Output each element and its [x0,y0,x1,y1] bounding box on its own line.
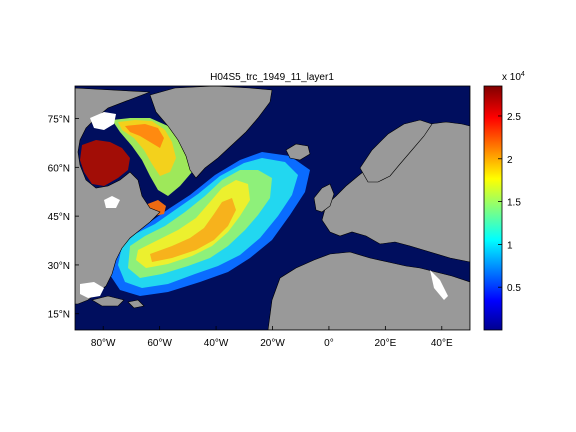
x-tick-label: 80°W [91,338,116,349]
colorbar-multiplier: x 104 [502,71,525,83]
land-africa [267,251,470,330]
colorbar: x 104 0.5 1 1.5 2 2.5 [483,71,525,331]
y-tick-label: 45°N [48,212,70,223]
tracer-band-yellow [136,180,250,268]
colorbar-tick-label: 0.5 [507,283,521,294]
tracer-band-orange [150,198,236,262]
x-tick-label: 60°W [147,338,172,349]
y-tick-label: 60°N [48,163,70,174]
colorbar-tick-label: 2 [507,155,513,166]
tracer-hudson-max [80,140,130,186]
colorbar-ticks: 0.5 1 1.5 2 2.5 [498,112,521,294]
land-hispaniola [127,299,145,309]
land-scandinavia [359,119,433,183]
y-tick-label: 30°N [48,261,70,272]
x-tick-label: 0° [324,338,334,349]
missing-great-lakes [104,196,120,208]
colorbar-tick-label: 1 [507,240,513,251]
land-masses [75,86,470,330]
chart-title: H04S5_trc_1949_11_layer1 [210,72,334,83]
x-tick-label: 40°W [204,338,229,349]
missing-regions [80,112,448,300]
land-british-isles [313,183,335,213]
land-iceland [285,143,311,161]
tracer-tongue-hot [125,124,164,148]
y-tick-label: 75°N [48,115,70,126]
missing-arctic-islands [90,112,116,130]
x-tick-label: 40°E [431,338,453,349]
colorbar-gradient [483,85,503,331]
colorbar-tick-label: 1.5 [507,198,521,209]
y-axis: 15°N 30°N 45°N 60°N 75°N [48,115,79,321]
tracer-field [80,118,310,296]
y-tick-label: 15°N [48,310,70,321]
map-plot-area [75,86,470,330]
x-tick-label: 20°E [374,338,396,349]
x-axis: 80°W 60°W 40°W 20°W 0° 20°E 40°E [91,326,453,349]
missing-gulf-mexico [80,282,104,298]
land-cuba [91,295,125,307]
missing-red-sea [430,270,448,300]
land-greenland [149,86,273,179]
colorbar-tick-label: 2.5 [507,112,521,123]
x-tick-label: 20°W [260,338,285,349]
